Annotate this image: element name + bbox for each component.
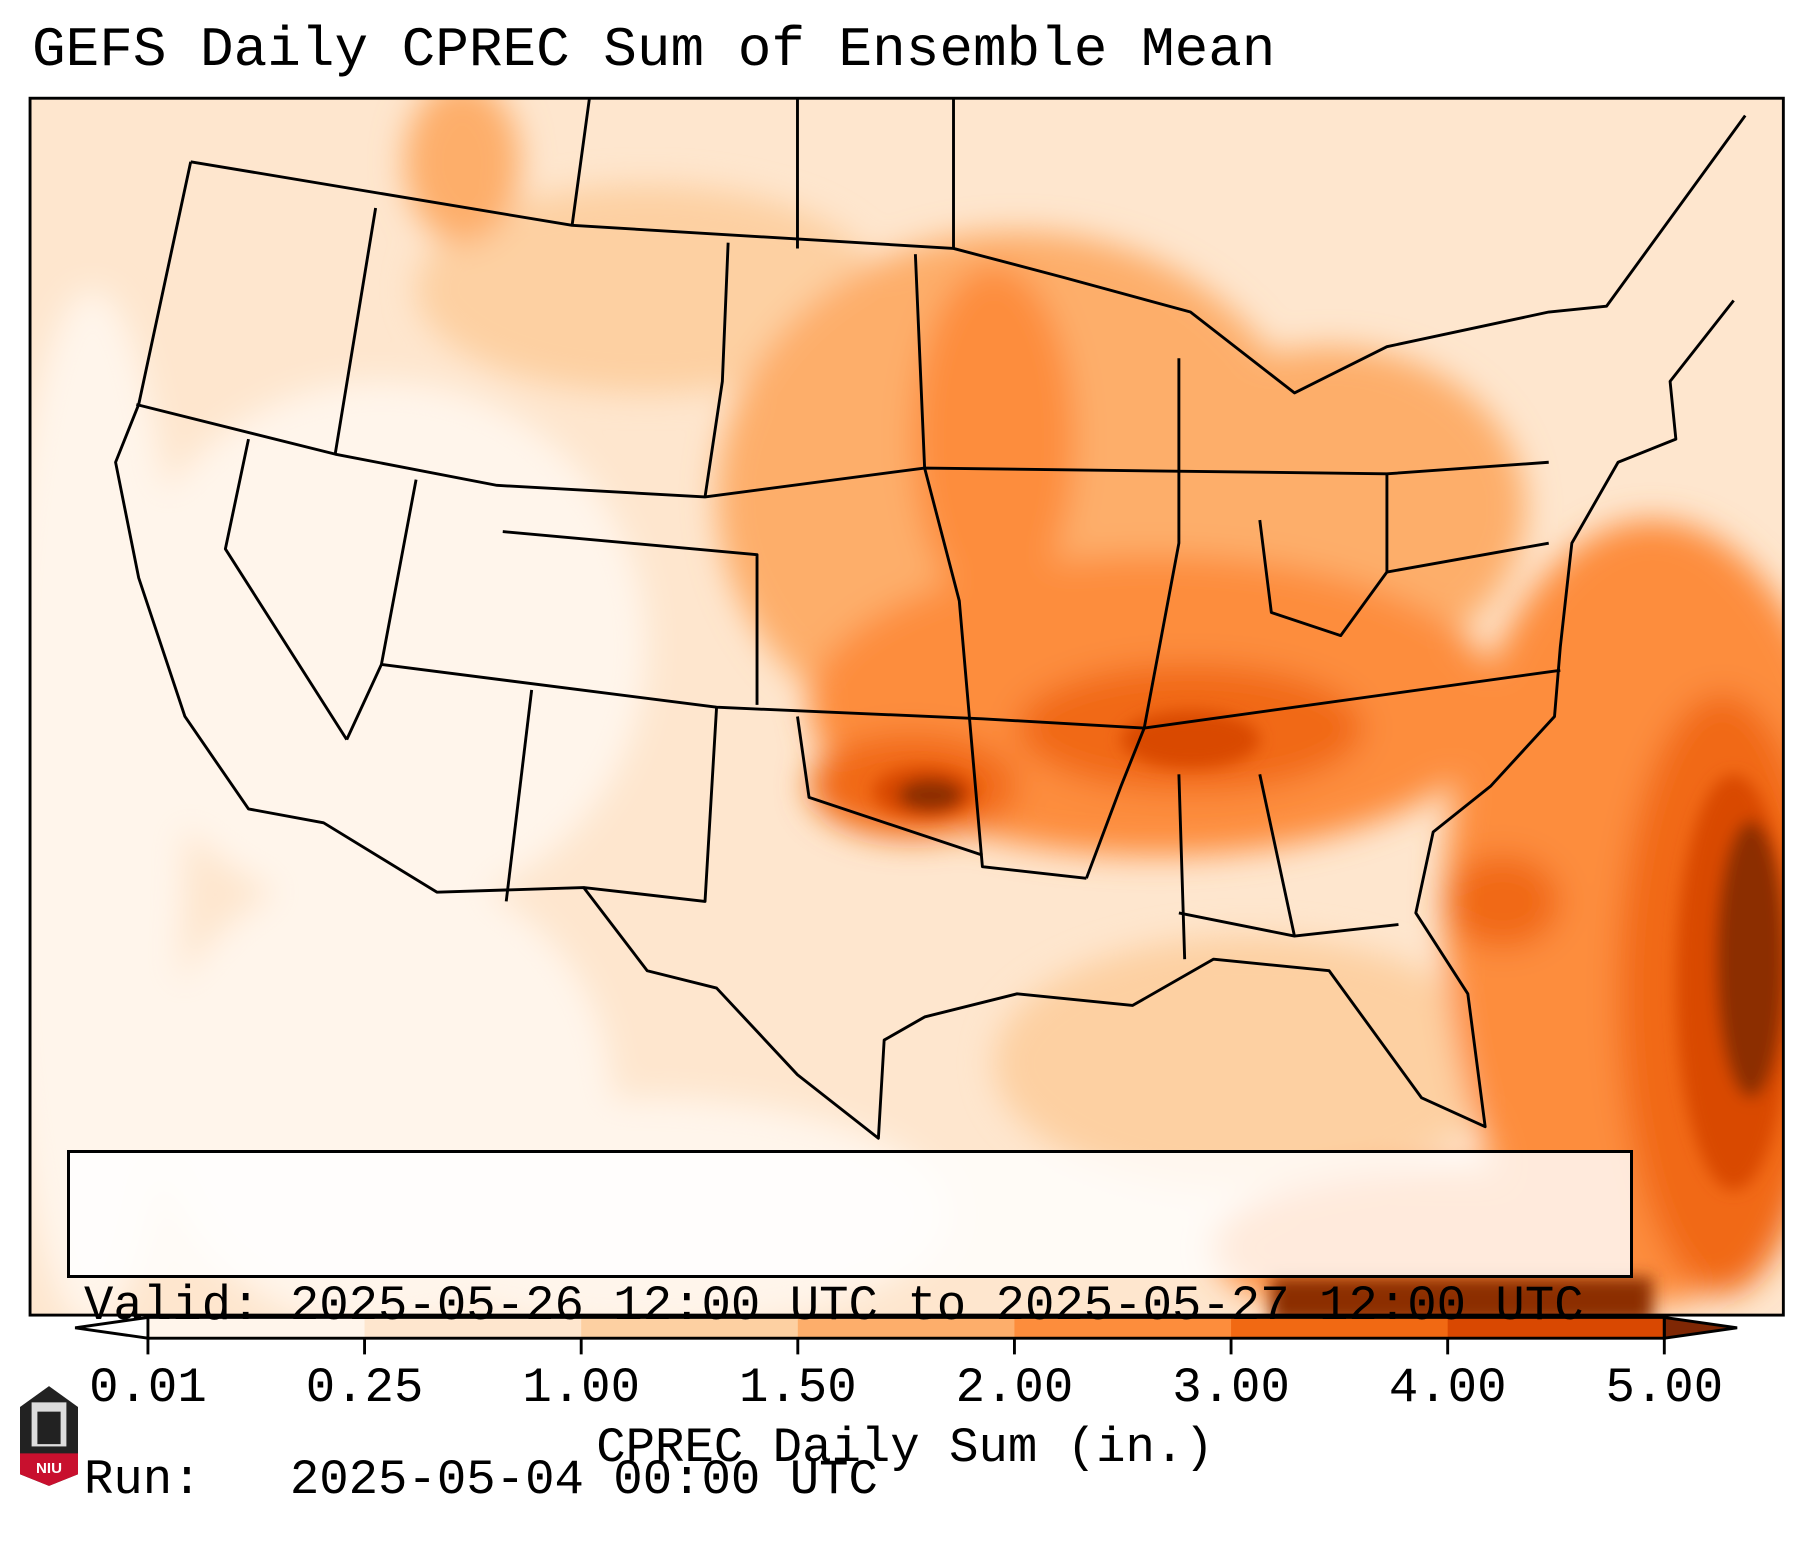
colorbar: [74, 1315, 1738, 1355]
colorbar-segment: [581, 1317, 799, 1339]
valid-time-line: Valid: 2025-05-26 12:00 UTC to 2025-05-2…: [84, 1278, 1584, 1334]
colorbar-segment: [364, 1317, 582, 1339]
colorbar-tick-label: 5.00: [1605, 1360, 1724, 1416]
colorbar-segment: [147, 1317, 366, 1339]
colorbar-tick-label: 2.00: [955, 1360, 1074, 1416]
colorbar-segment: [1447, 1317, 1665, 1339]
niu-logo-icon: NIU: [20, 1386, 78, 1486]
coastlines-and-borders: [114, 98, 1747, 1140]
precipitation-map: [28, 96, 1785, 1355]
valid-time-box: Valid: 2025-05-26 12:00 UTC to 2025-05-2…: [67, 1150, 1633, 1508]
map-frame: [28, 96, 1785, 1317]
colorbar-tick-label: 0.01: [89, 1360, 207, 1416]
colorbar-tick-label: 1.50: [738, 1360, 857, 1416]
precip-field: [30, 98, 1784, 1316]
colorbar-segment: [1014, 1317, 1232, 1339]
colorbar-tick-label: 3.00: [1172, 1360, 1290, 1416]
run-time-line: Run: 2025-05-04 00:00 UTC: [84, 1452, 878, 1508]
colorbar-tick-label: 0.25: [305, 1360, 424, 1416]
colorbar-segment: [1231, 1317, 1449, 1339]
colorbar-segment: [797, 1317, 1016, 1339]
niu-logo-text: NIU: [36, 1460, 62, 1477]
colorbar-over-arrow: [1662, 1315, 1738, 1340]
colorbar-label: CPREC Daily Sum (in.): [596, 1420, 1214, 1476]
colorbar-tick-label: 1.00: [522, 1360, 640, 1416]
map-title: GEFS Daily CPREC Sum of Ensemble Mean: [32, 18, 1276, 82]
colorbar-tick-label: 4.00: [1388, 1360, 1507, 1416]
